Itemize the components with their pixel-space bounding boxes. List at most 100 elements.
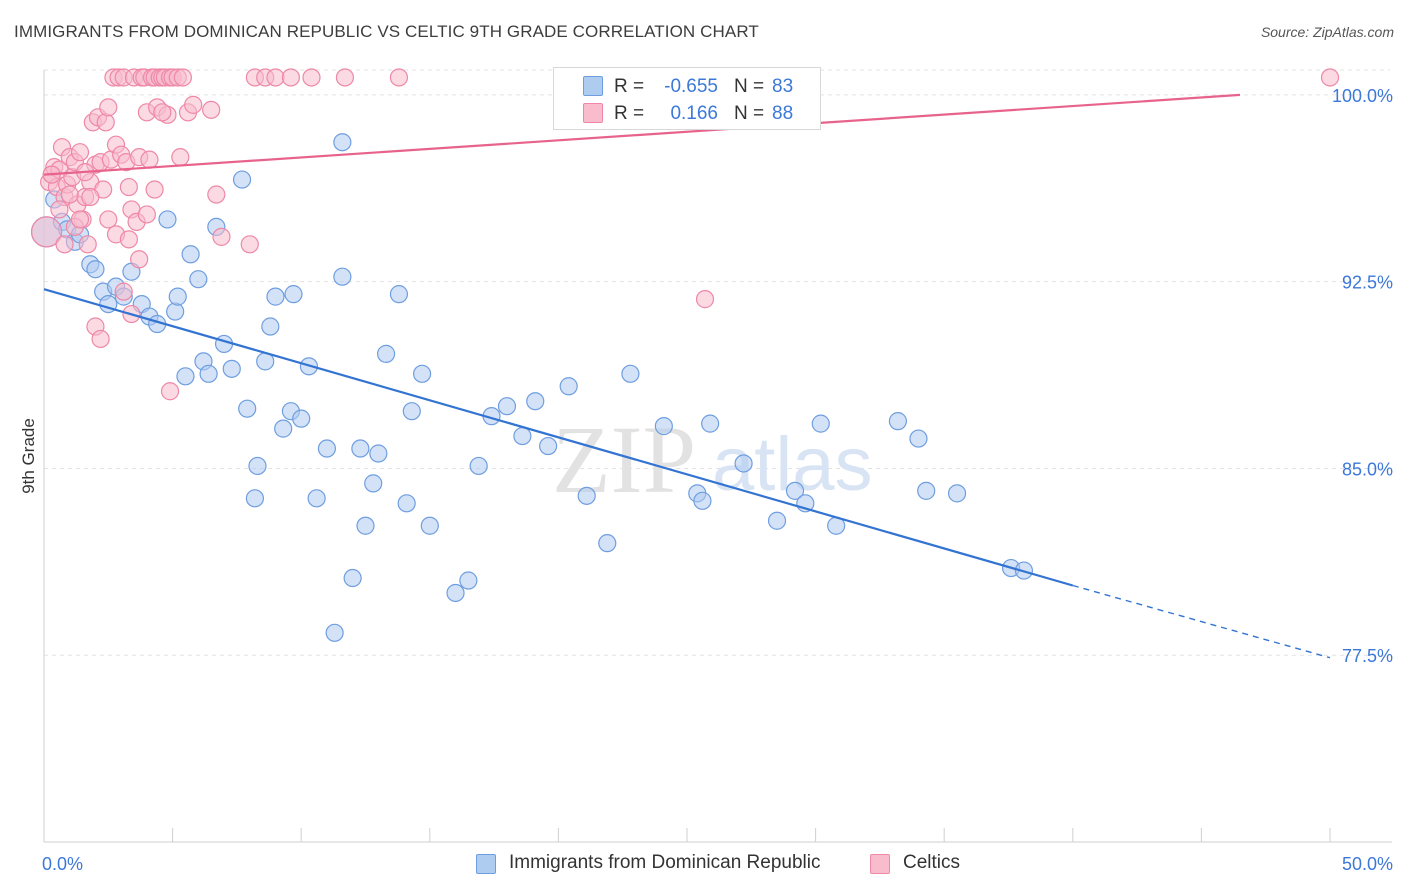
chart-title: IMMIGRANTS FROM DOMINICAN REPUBLIC VS CE… — [14, 22, 759, 41]
data-point — [811, 414, 830, 433]
source-label: Source: ZipAtlas.com — [1260, 24, 1394, 40]
data-point — [137, 205, 156, 224]
data-point — [356, 516, 375, 535]
data-point — [91, 329, 110, 349]
data-point — [701, 414, 720, 433]
data-point — [140, 150, 159, 169]
data-point — [333, 133, 352, 152]
data-point — [30, 216, 63, 248]
data-point — [153, 103, 172, 122]
data-point — [166, 302, 185, 321]
data-point — [539, 436, 558, 456]
data-point — [55, 235, 74, 254]
data-point — [70, 143, 90, 162]
data-point — [302, 68, 321, 87]
legend-swatch-blue — [583, 76, 603, 96]
data-point — [497, 397, 517, 416]
y-tick-label: 100.0% — [1332, 86, 1393, 106]
y-tick-label: 77.5% — [1342, 646, 1393, 666]
data-point — [947, 484, 967, 503]
legend-swatch-blue — [476, 854, 496, 874]
legend-swatch-pink — [870, 854, 890, 874]
series-dominican-points — [30, 133, 1034, 642]
data-point — [402, 402, 421, 421]
r-value: 0.166 — [670, 103, 718, 124]
data-point — [60, 185, 79, 204]
data-point — [888, 412, 908, 431]
data-point — [199, 364, 218, 383]
data-point — [173, 68, 192, 87]
legend-label: Celtics — [903, 852, 961, 873]
data-point — [369, 444, 388, 463]
x-tick-label: 0.0% — [42, 854, 83, 874]
data-point — [654, 417, 673, 436]
data-point — [389, 285, 409, 304]
data-point — [397, 494, 416, 513]
data-point — [513, 426, 532, 446]
n-label: N = — [734, 76, 765, 97]
legend-row-celtics: R = 0.166 N = 88 — [554, 99, 820, 127]
data-point — [621, 364, 640, 383]
data-point — [333, 267, 352, 286]
data-point — [160, 382, 180, 401]
data-point — [469, 456, 488, 476]
data-point — [274, 419, 293, 438]
trend-line-dominican — [43, 288, 1074, 587]
data-point — [420, 516, 439, 535]
data-point — [184, 95, 203, 114]
n-label: N = — [734, 103, 765, 124]
data-point — [343, 568, 362, 588]
data-point — [207, 185, 226, 204]
data-point — [281, 68, 301, 87]
series-celtics-points — [30, 68, 1340, 401]
legend-swatch-pink — [583, 103, 603, 123]
data-point — [695, 290, 715, 309]
data-point — [171, 148, 190, 167]
data-point — [284, 285, 303, 304]
data-point — [412, 364, 432, 383]
data-point — [292, 409, 311, 428]
data-point — [364, 474, 383, 493]
data-point — [202, 100, 221, 119]
legend-row-dominican: R = -0.655 N = 83 — [554, 72, 820, 100]
data-point — [78, 235, 97, 254]
grid-lines — [44, 69, 1390, 656]
r-label: R = — [614, 76, 645, 97]
data-point — [693, 491, 712, 510]
data-point — [767, 511, 787, 530]
x-tick-label: 50.0% — [1342, 854, 1393, 874]
data-point — [307, 489, 326, 508]
data-point — [559, 377, 578, 396]
trend-line-extension — [1072, 584, 1331, 659]
r-value: -0.655 — [664, 76, 718, 97]
data-point — [325, 623, 344, 642]
data-point — [266, 287, 285, 306]
y-axis-title: 9th Grade — [19, 418, 38, 494]
data-point — [261, 317, 280, 336]
data-point — [50, 200, 69, 219]
data-point — [1320, 68, 1340, 87]
data-point — [245, 489, 265, 508]
watermark-zip: ZIP — [552, 406, 696, 513]
data-point — [158, 210, 177, 229]
n-value: 83 — [772, 76, 794, 97]
data-point — [909, 429, 928, 448]
data-point — [176, 367, 195, 386]
data-point — [734, 454, 753, 473]
trend-lines — [43, 93, 1331, 659]
axis-labels: 77.5% 85.0% 92.5% 100.0% 0.0% 50.0% 9th Grade — [19, 86, 1393, 874]
data-point — [266, 68, 285, 87]
data-point — [99, 98, 118, 117]
data-point — [181, 245, 200, 264]
axes — [43, 70, 1392, 843]
series-legend: Immigrants from Dominican Republic Celti… — [0, 850, 1406, 878]
y-tick-label: 85.0% — [1342, 459, 1393, 479]
data-point — [248, 456, 267, 476]
r-label: R = — [614, 103, 645, 124]
data-point — [70, 210, 90, 229]
data-point — [145, 180, 164, 199]
n-value: 88 — [772, 103, 794, 124]
data-point — [81, 187, 100, 207]
data-point — [376, 344, 396, 363]
